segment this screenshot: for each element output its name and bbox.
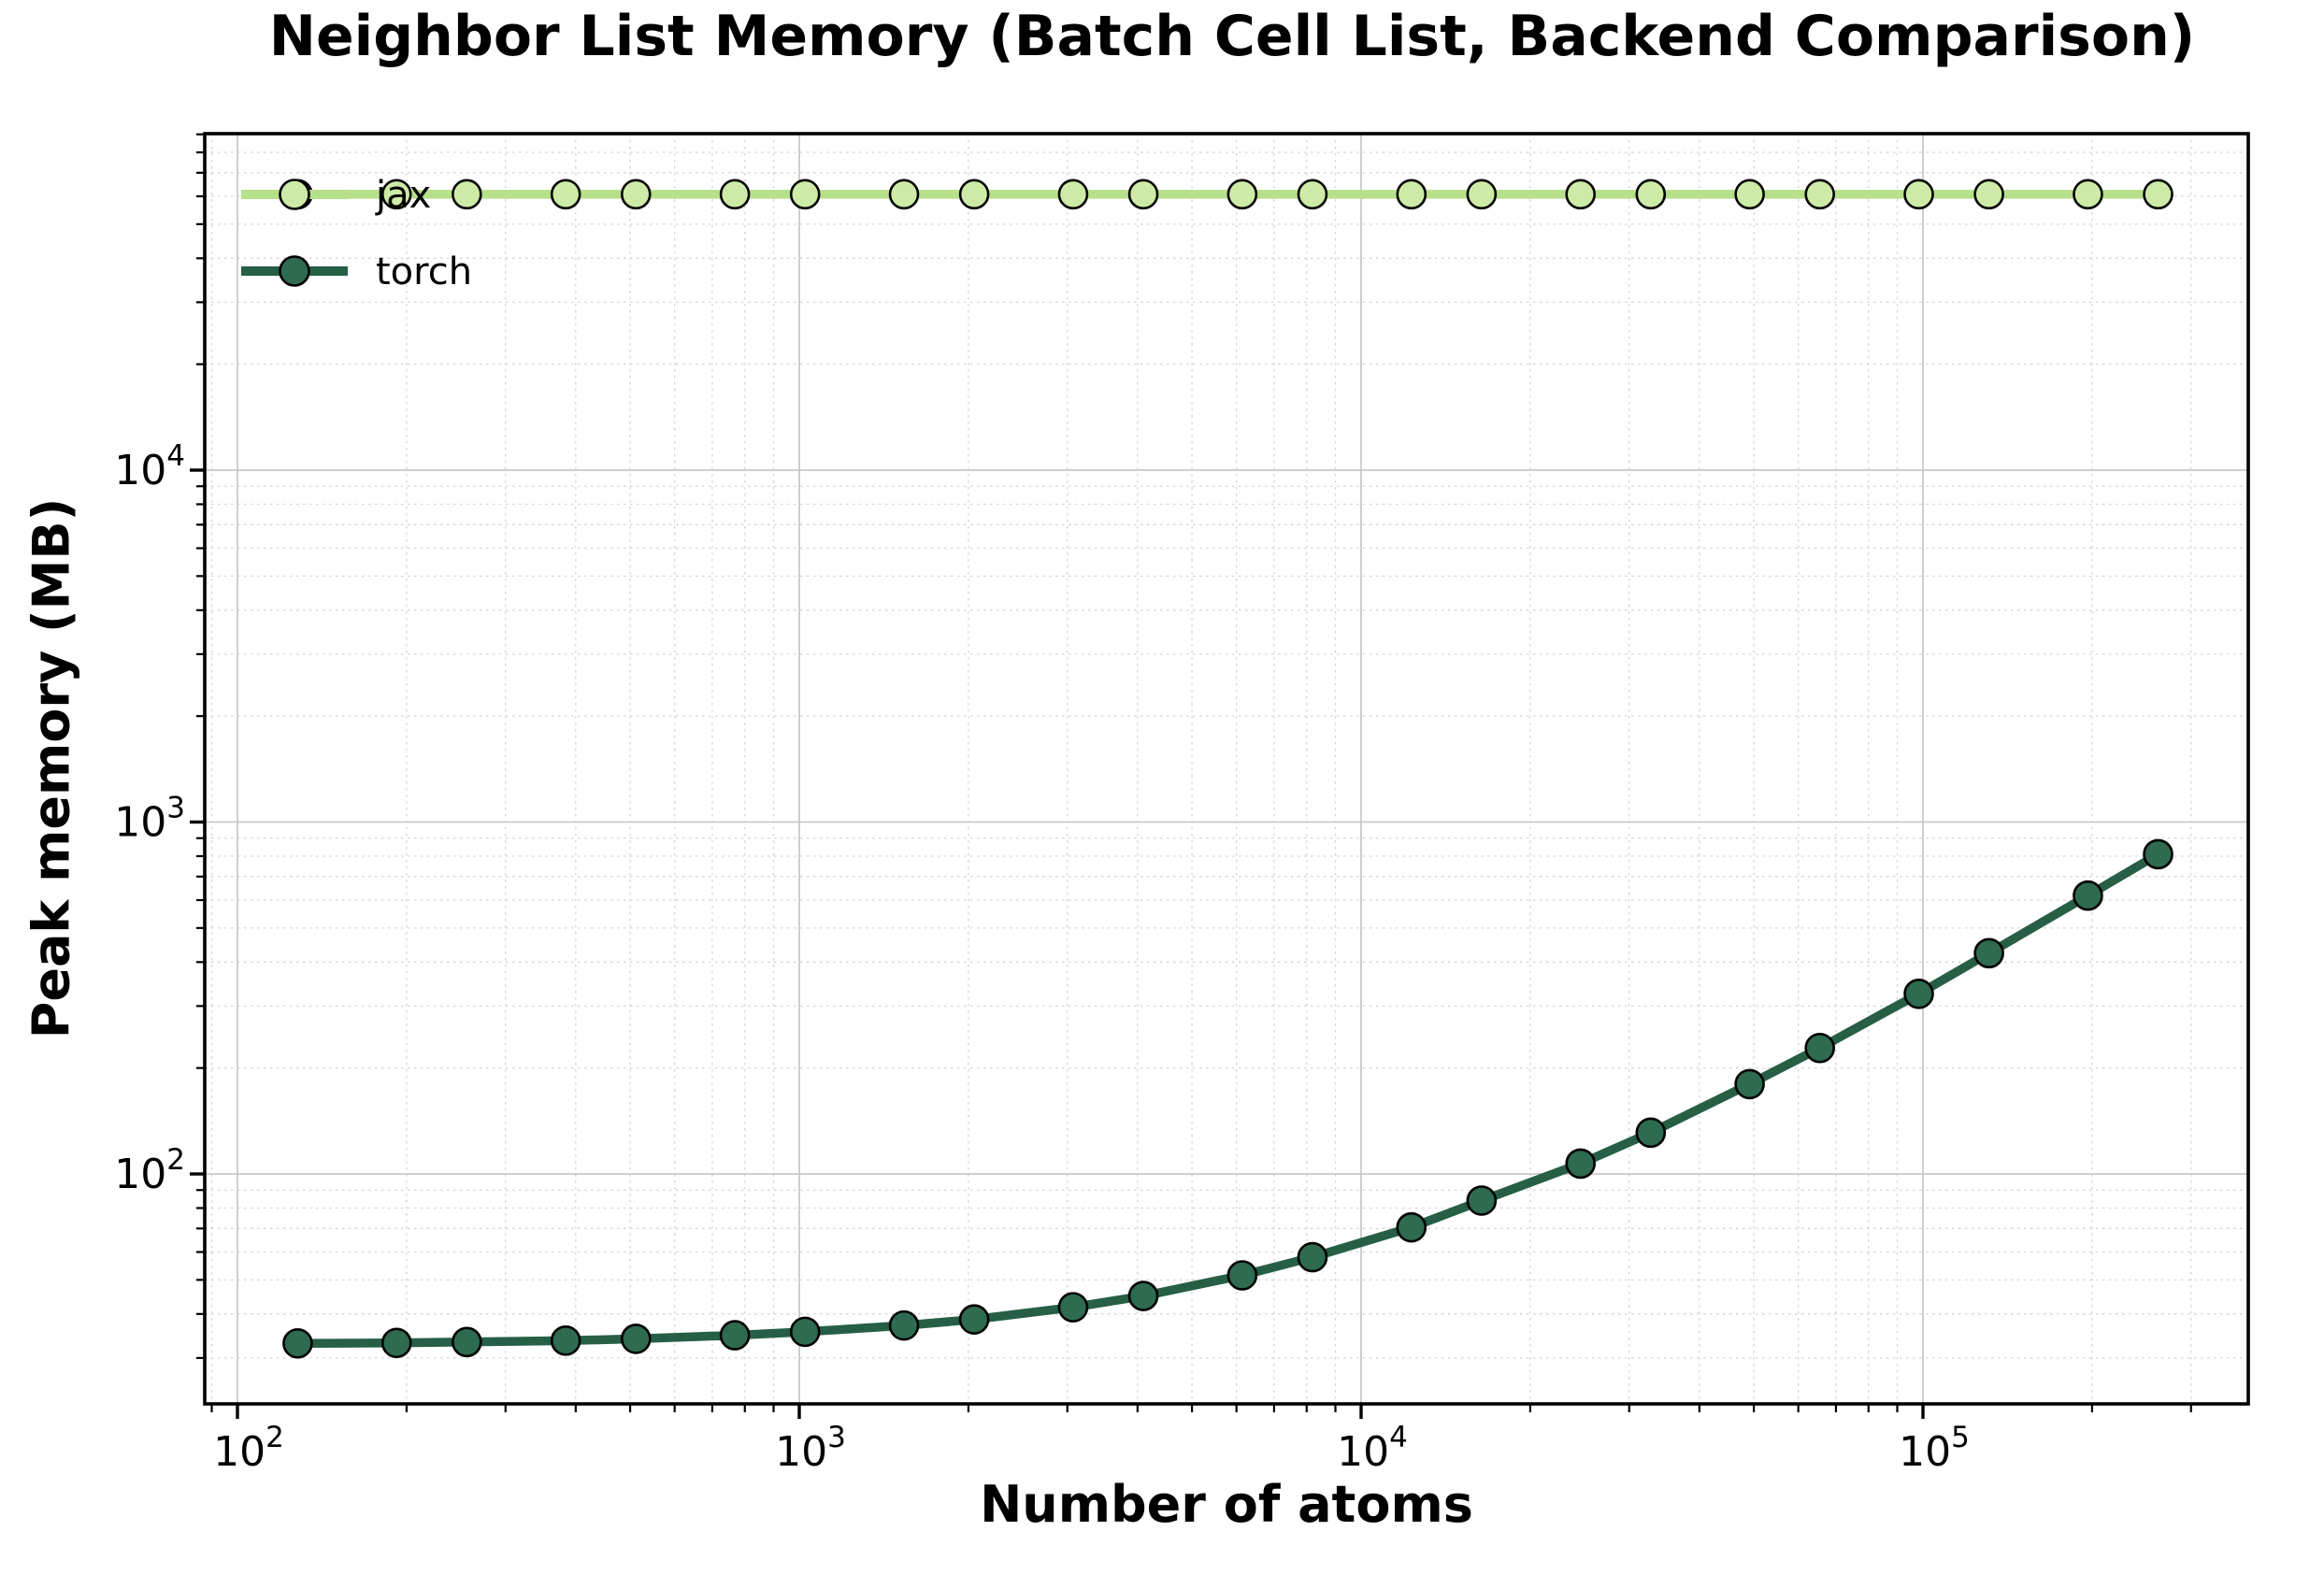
data-point-jax [1804,179,1836,210]
y-tick-label: 103 [114,792,185,847]
data-point-torch [958,1304,990,1335]
y-tick-label: 104 [114,439,185,494]
data-point-jax [2073,179,2103,210]
data-point-jax [1057,179,1089,210]
tick-marks [190,133,2192,1419]
data-point-jax [888,179,920,210]
data-point-torch [452,1326,482,1358]
data-point-jax [620,179,652,210]
data-point-jax [958,179,990,210]
data-point-torch [1396,1211,1427,1243]
data-point-torch [1297,1241,1328,1273]
data-point-torch [1734,1068,1765,1100]
legend-label-torch: torch [376,250,472,293]
data-point-jax [1227,179,1258,210]
data-point-torch [1227,1260,1258,1291]
data-point-torch [620,1324,652,1354]
data-point-jax [1297,179,1328,210]
data-point-torch [1057,1292,1089,1323]
y-tick-label: 102 [114,1143,185,1198]
data-point-jax [550,179,581,210]
data-point-torch [1127,1281,1159,1311]
data-point-torch [1973,937,2004,969]
legend-entry-torch: torch [241,250,472,293]
data-point-torch [888,1309,920,1341]
data-point-torch [1565,1148,1596,1180]
data-point-torch [380,1327,412,1359]
data-point-jax [1565,179,1596,210]
data-point-jax [2143,179,2173,210]
x-axis-label: Number of atoms [980,1475,1473,1534]
x-tick-label: 104 [1337,1421,1408,1476]
data-point-torch [1804,1032,1836,1064]
legend-marker-torch [279,255,310,287]
x-tick-label: 105 [1899,1421,1970,1476]
legend-label-jax: jax [375,174,431,217]
data-point-torch [2143,838,2173,870]
x-tick-label: 103 [775,1421,846,1476]
legend: jax torch [241,174,472,293]
chart-title: Neighbor List Memory (Batch Cell List, B… [268,4,2196,69]
data-point-jax [1903,179,1934,210]
major-gridlines [205,134,2248,1404]
y-axis-label: Peak memory (MB) [22,497,81,1039]
series-jax [282,179,2173,210]
data-point-torch [2073,880,2103,911]
data-point-torch [719,1320,751,1351]
data-point-torch [550,1325,581,1356]
legend-marker-jax [279,179,310,210]
plot-border [203,132,2250,1406]
data-point-jax [1466,179,1498,210]
series-torch [282,838,2173,1359]
data-point-torch [1903,978,1934,1009]
data-point-torch [1635,1117,1667,1149]
data-point-torch [282,1327,313,1359]
data-point-jax [1973,179,2004,210]
data-point-torch [789,1316,821,1348]
data-point-jax [719,179,751,210]
x-tick-label: 102 [213,1421,284,1476]
data-point-jax [1635,179,1667,210]
data-point-jax [1127,179,1159,210]
data-point-jax [1734,179,1765,210]
data-point-jax [1396,179,1427,210]
minor-gridlines [205,134,2248,1404]
data-point-jax [380,179,412,210]
legend-entry-jax: jax [241,174,431,217]
data-point-torch [1466,1185,1498,1216]
data-point-jax [452,179,482,210]
data-point-jax [789,179,821,210]
